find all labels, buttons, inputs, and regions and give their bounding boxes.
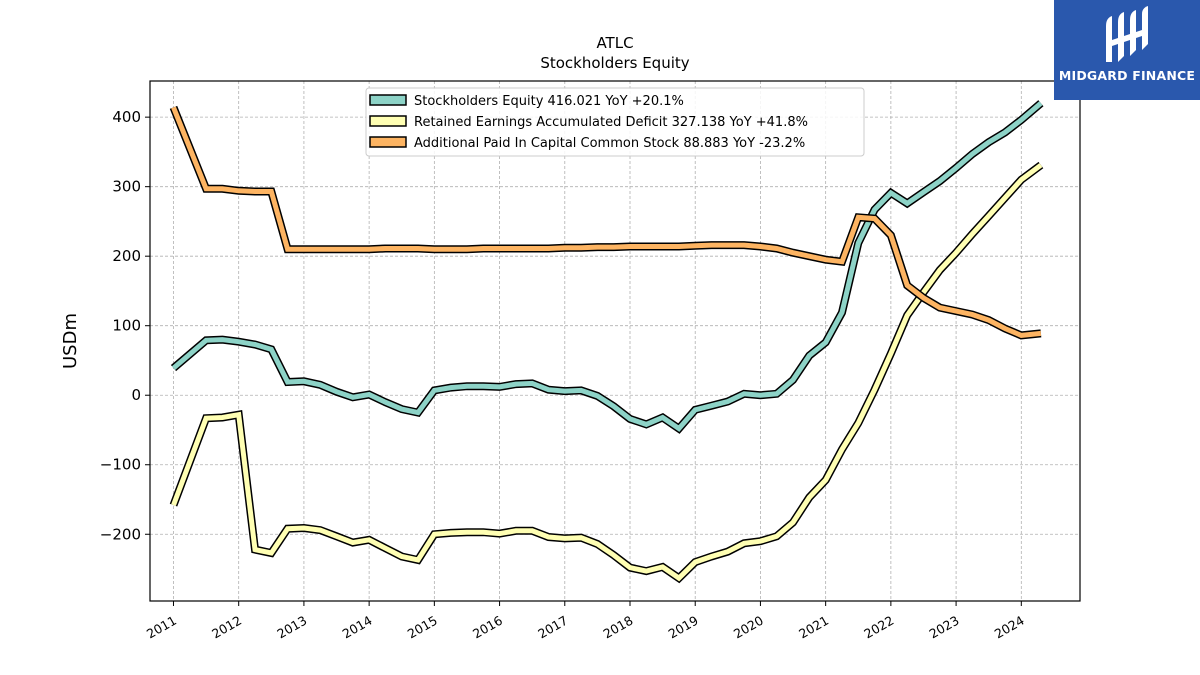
legend-item: Additional Paid In Capital Common Stock … [369,136,805,151]
legend-item: Stockholders Equity 416.021 YoY +20.1% [369,94,684,109]
logo-mark-icon [1106,6,1148,62]
plot-frame [149,80,1081,602]
series-layer [169,100,1044,584]
legend-swatch [369,94,407,106]
chart-title: ATLC [596,34,633,52]
y-tick-label: 300 [112,178,141,196]
legend-label: Retained Earnings Accumulated Deficit 32… [414,115,808,130]
y-tick-label: 100 [112,317,141,335]
midgard-finance-logo: MIDGARD FINANCE [1054,0,1200,100]
series-stroke [171,106,1042,338]
series-stroke [171,101,1043,432]
legend-swatch [369,115,407,127]
legend-label: Stockholders Equity 416.021 YoY +20.1% [414,94,684,109]
legend-box [365,87,865,157]
legend-item: Retained Earnings Accumulated Deficit 32… [369,115,808,130]
y-tick-label: −100 [100,456,141,474]
y-tick-label: 200 [112,247,141,265]
series-stroke [171,163,1043,582]
series-line-1 [169,161,1044,584]
y-tick-label: 0 [131,386,141,404]
legend-swatch [369,136,407,148]
chart-subtitle: Stockholders Equity [540,54,689,72]
legend-label: Additional Paid In Capital Common Stock … [414,136,805,151]
logo-text: MIDGARD FINANCE [1058,68,1196,83]
series-line-2 [170,100,1044,434]
series-line-3 [169,105,1042,340]
y-axis-label: USDm [60,313,81,369]
y-tick-label: 400 [112,108,141,126]
legend: Stockholders Equity 416.021 YoY +20.1% Re… [365,87,865,157]
y-tick-label: −200 [100,525,141,543]
